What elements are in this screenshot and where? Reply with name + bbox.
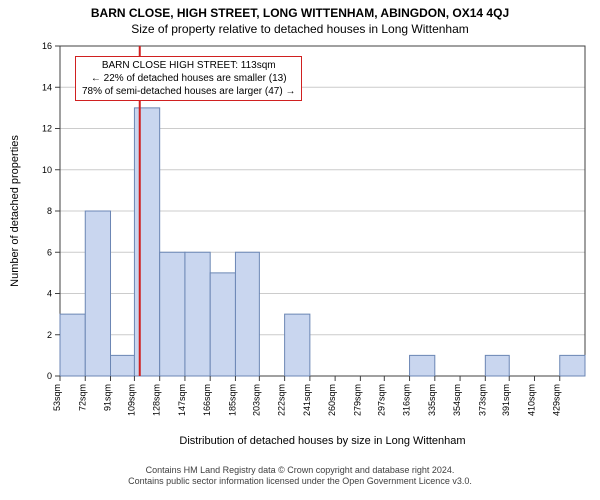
y-tick-label: 12 bbox=[42, 124, 52, 134]
x-tick-label: 429sqm bbox=[552, 384, 562, 416]
x-tick-label: 354sqm bbox=[452, 384, 462, 416]
x-tick-label: 410sqm bbox=[526, 384, 536, 416]
histogram-bar bbox=[285, 314, 310, 376]
x-tick-label: 72sqm bbox=[77, 384, 87, 411]
x-tick-label: 260sqm bbox=[327, 384, 337, 416]
annotation-line-3: 78% of semi-detached houses are larger (… bbox=[82, 85, 295, 98]
x-tick-label: 373sqm bbox=[477, 384, 487, 416]
y-tick-label: 6 bbox=[47, 247, 52, 257]
y-tick-label: 0 bbox=[47, 371, 52, 381]
x-tick-label: 53sqm bbox=[52, 384, 62, 411]
histogram-bar bbox=[185, 252, 210, 376]
x-tick-label: 147sqm bbox=[177, 384, 187, 416]
page-subtitle: Size of property relative to detached ho… bbox=[0, 20, 600, 36]
histogram-bar bbox=[485, 355, 509, 376]
x-tick-label: 279sqm bbox=[352, 384, 362, 416]
footer: Contains HM Land Registry data © Crown c… bbox=[0, 461, 600, 488]
annotation-line-2: ← 22% of detached houses are smaller (13… bbox=[82, 72, 295, 85]
histogram-bar bbox=[235, 252, 259, 376]
x-tick-label: 222sqm bbox=[277, 384, 287, 416]
y-tick-label: 10 bbox=[42, 165, 52, 175]
footer-line-2: Contains public sector information licen… bbox=[0, 476, 600, 487]
histogram-bar bbox=[111, 355, 135, 376]
histogram-bar bbox=[85, 211, 110, 376]
y-tick-label: 4 bbox=[47, 289, 52, 299]
histogram-bar bbox=[210, 273, 235, 376]
x-tick-label: 241sqm bbox=[302, 384, 312, 416]
x-tick-label: 109sqm bbox=[126, 384, 136, 416]
annotation-line-1: BARN CLOSE HIGH STREET: 113sqm bbox=[82, 59, 295, 72]
histogram-bar bbox=[160, 252, 185, 376]
y-tick-label: 2 bbox=[47, 330, 52, 340]
page-title: BARN CLOSE, HIGH STREET, LONG WITTENHAM,… bbox=[0, 0, 600, 20]
x-tick-label: 391sqm bbox=[501, 384, 511, 416]
histogram-bar bbox=[560, 355, 585, 376]
x-axis-label: Distribution of detached houses by size … bbox=[179, 435, 465, 447]
y-axis-label: Number of detached properties bbox=[9, 135, 21, 287]
x-tick-label: 91sqm bbox=[103, 384, 113, 411]
x-tick-label: 335sqm bbox=[427, 384, 437, 416]
x-tick-label: 203sqm bbox=[251, 384, 261, 416]
x-tick-label: 316sqm bbox=[402, 384, 412, 416]
histogram-bar bbox=[60, 314, 85, 376]
histogram-bar bbox=[134, 108, 159, 376]
x-tick-label: 166sqm bbox=[202, 384, 212, 416]
x-tick-label: 185sqm bbox=[227, 384, 237, 416]
histogram-bar bbox=[410, 355, 435, 376]
footer-line-1: Contains HM Land Registry data © Crown c… bbox=[0, 465, 600, 476]
annotation-box: BARN CLOSE HIGH STREET: 113sqm ← 22% of … bbox=[75, 56, 302, 101]
x-tick-label: 128sqm bbox=[152, 384, 162, 416]
y-tick-label: 8 bbox=[47, 206, 52, 216]
x-tick-label: 297sqm bbox=[376, 384, 386, 416]
y-tick-label: 16 bbox=[42, 41, 52, 51]
chart-container: 0 2 4 6 8 10 12 14 16 53sqm 72sqm 91sqm 109sqm 128sqm… bbox=[0, 36, 600, 461]
y-tick-label: 14 bbox=[42, 82, 52, 92]
